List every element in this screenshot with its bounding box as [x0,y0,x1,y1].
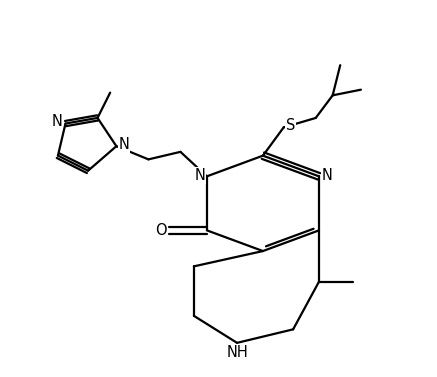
Text: N: N [322,168,333,183]
Text: N: N [52,114,62,129]
Text: N: N [118,137,129,152]
Text: NH: NH [226,345,248,360]
Text: S: S [286,118,295,133]
Text: O: O [155,223,166,238]
Text: N: N [194,168,205,183]
